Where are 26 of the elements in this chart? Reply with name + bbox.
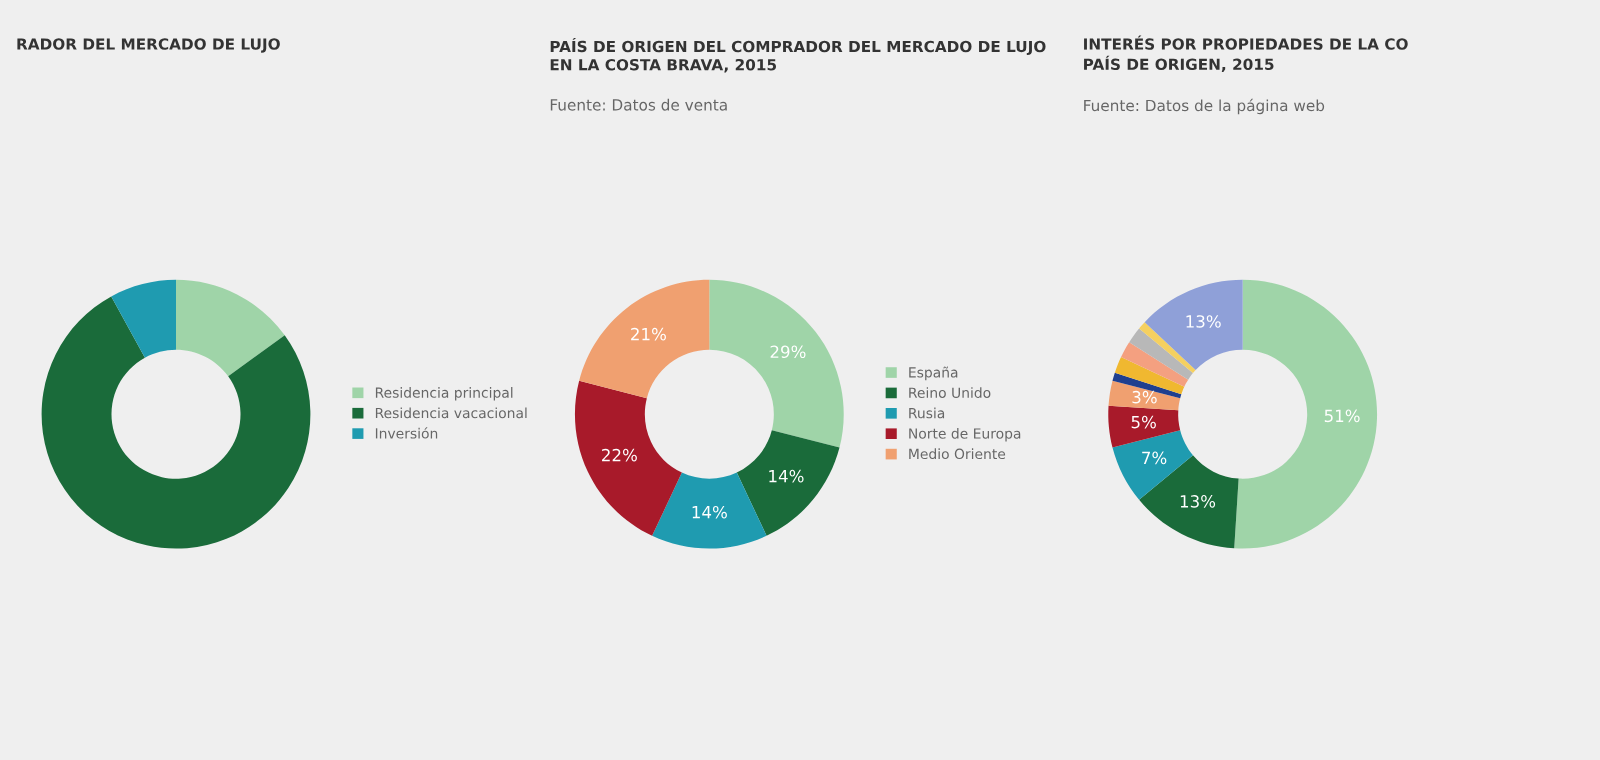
data-label: 13% [1186,315,1221,328]
data-label: 5% [1131,415,1156,429]
donut-slice [652,472,767,549]
data-label: 14% [769,469,804,483]
donut-slice [709,279,844,448]
donut-slice [1108,380,1181,411]
data-label: 21% [631,327,666,341]
donut-slice [1129,328,1193,380]
donut-slice [579,279,710,399]
donut-slice [1139,455,1239,549]
data-label: 22% [602,448,637,462]
donut-slice [41,296,311,549]
data-label: 29% [770,345,806,359]
donut-slice [1108,405,1181,448]
data-label: 13% [1180,495,1216,508]
donut-slice [1234,279,1378,549]
data-label: 3% [1132,390,1157,404]
data-label: 14% [692,505,727,519]
donut-slice [111,279,176,358]
data-label: 51% [1324,409,1360,423]
data-label: 7% [1142,451,1167,465]
donut-slice [176,279,285,377]
donut-slice [1144,279,1243,371]
donut-slice [574,380,682,536]
donut-slice [736,430,840,536]
donut-slice [1121,342,1189,387]
